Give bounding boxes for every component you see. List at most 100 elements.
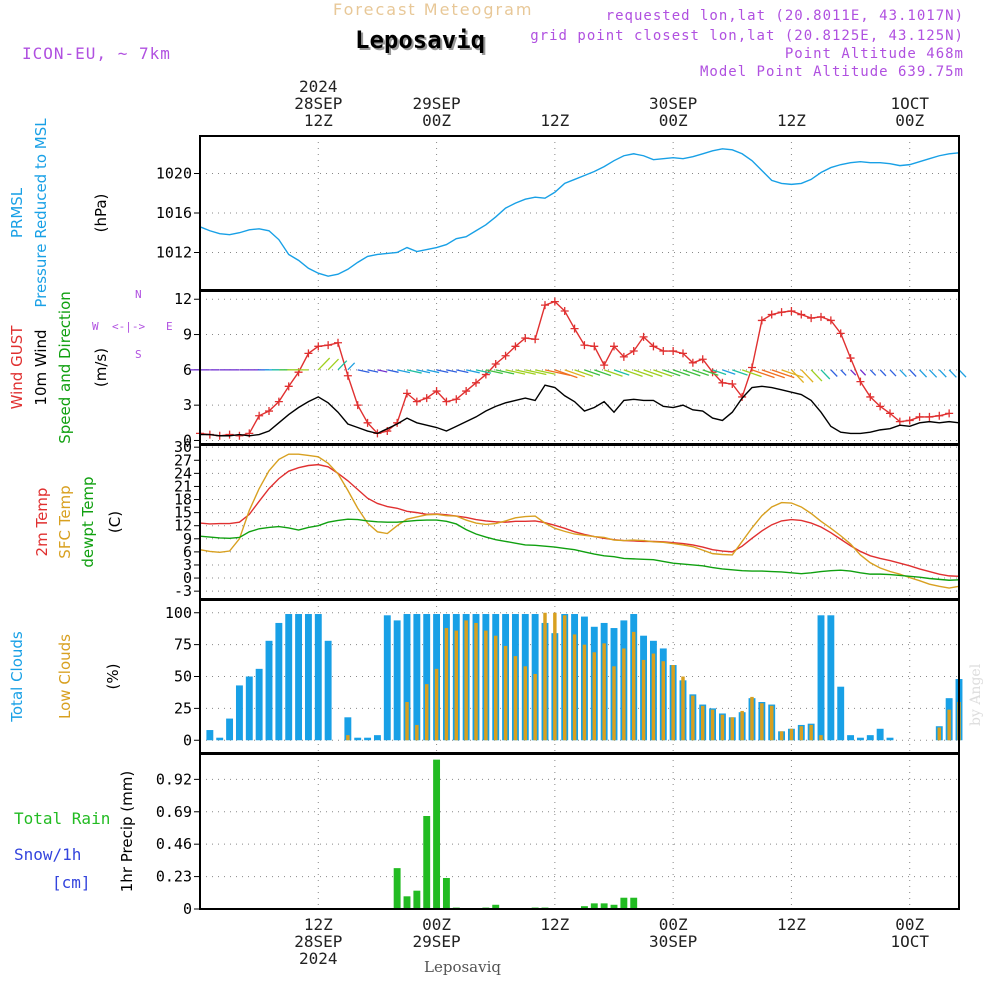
gust-marker xyxy=(846,354,855,363)
wind-arrow xyxy=(623,369,643,377)
y-tick-label: 0.46 xyxy=(156,835,192,853)
bottom-time-label: 00Z xyxy=(895,915,924,934)
gust-marker xyxy=(688,358,697,367)
gust-marker xyxy=(649,342,658,351)
low-cloud-bar xyxy=(937,727,942,741)
wind-arrow xyxy=(909,369,917,377)
wind-arrow xyxy=(761,369,785,379)
wind-arrows xyxy=(190,357,967,383)
wind-arrow xyxy=(820,369,831,380)
gust-marker xyxy=(491,359,500,368)
gust-marker xyxy=(610,342,618,351)
gust-marker xyxy=(886,409,894,418)
precip-bar xyxy=(620,897,628,909)
y-axis-label: PRMSL xyxy=(8,187,26,238)
y-axis-label: Total Clouds xyxy=(8,631,26,723)
gust-marker xyxy=(590,342,599,351)
top-time-label: 00Z xyxy=(659,111,688,130)
wind-arrow xyxy=(859,369,867,376)
top-time-label: 00Z xyxy=(895,111,924,130)
total-cloud-bar xyxy=(827,615,835,741)
gust-marker xyxy=(462,387,471,396)
precip-bar xyxy=(433,759,441,909)
wind-arrow xyxy=(869,369,877,376)
gust-marker xyxy=(570,324,579,333)
y-axis-label: 1hr Precip (mm) xyxy=(118,771,136,892)
gust-marker xyxy=(501,351,510,360)
gust-marker xyxy=(619,352,628,361)
gust-marker xyxy=(629,347,638,356)
top-time-label: 28SEP xyxy=(294,94,342,113)
wind-arrow xyxy=(347,362,356,371)
bottom-time-label: 28SEP xyxy=(294,932,342,951)
wind-arrow xyxy=(584,369,601,376)
product-title: Forecast Meteogram xyxy=(333,0,534,19)
wind-arrow xyxy=(633,369,653,378)
precip-bar xyxy=(630,897,638,909)
low-cloud-bar xyxy=(513,656,518,741)
panel-2: 0 3 6 9 12 Wind GUST 10m Wind Speed and Directi… xyxy=(8,288,967,449)
low-cloud-bar xyxy=(424,684,429,741)
series-line xyxy=(199,148,960,277)
gust-marker xyxy=(925,412,934,421)
total-cloud-bar xyxy=(285,614,293,741)
bottom-time-label: 12Z xyxy=(540,915,569,934)
low-cloud-bar xyxy=(661,661,666,741)
panel-frame xyxy=(199,290,960,445)
gust-marker xyxy=(945,409,954,418)
low-cloud-bar xyxy=(819,735,823,741)
bottom-time-label: 12Z xyxy=(777,915,806,934)
bottom-time-label: 00Z xyxy=(422,915,451,934)
gust-marker xyxy=(679,349,687,358)
wind-arrow xyxy=(850,369,857,376)
wind-arrow xyxy=(613,369,630,376)
gust-marker xyxy=(698,355,707,364)
wind-arrow xyxy=(406,369,422,374)
wind-arrow xyxy=(446,369,458,373)
y-tick-label: 0.92 xyxy=(156,770,192,788)
wind-arrow xyxy=(475,369,492,374)
y-axis-label: (m/s) xyxy=(92,348,110,387)
wind-arrow xyxy=(702,369,719,376)
panel-frame xyxy=(199,135,960,291)
low-cloud-bar xyxy=(444,628,449,741)
wind-arrow xyxy=(485,369,503,375)
wind-arrow xyxy=(387,369,399,373)
wind-arrow xyxy=(515,369,536,375)
low-cloud-bar xyxy=(612,666,616,741)
wind-arrow xyxy=(317,357,331,371)
wind-arrow xyxy=(938,369,947,378)
y-tick-label: 3 xyxy=(183,396,192,414)
y-tick-label: 18 xyxy=(174,491,192,509)
gust-marker xyxy=(531,335,540,344)
wind-arrow xyxy=(367,369,379,373)
total-cloud-bar xyxy=(866,735,874,741)
gust-marker xyxy=(511,342,520,351)
gust-marker xyxy=(560,307,569,316)
y-tick-label: 0 xyxy=(183,569,192,587)
low-cloud-bar xyxy=(700,705,705,741)
wind-arrow xyxy=(732,369,748,376)
total-cloud-bar xyxy=(245,676,253,741)
bottom-time-label: 1OCT xyxy=(890,932,929,951)
gust-marker xyxy=(363,418,372,427)
y-tick-label: -3 xyxy=(174,582,192,600)
low-cloud-bar xyxy=(641,659,646,741)
total-cloud-bar xyxy=(304,614,312,741)
low-cloud-bar xyxy=(454,630,459,741)
y-tick-label: 6 xyxy=(183,543,192,561)
y-tick-label: 1012 xyxy=(156,243,192,261)
bottom-time-label: 2024 xyxy=(299,949,338,968)
y-axis-label: (%) xyxy=(104,664,122,690)
low-cloud-bar xyxy=(572,634,577,741)
wind-arrow xyxy=(466,369,480,374)
y-axis-label: (hPa) xyxy=(92,194,110,233)
total-cloud-bar xyxy=(275,622,283,741)
precip-bar xyxy=(600,903,608,909)
wind-arrow xyxy=(722,369,736,375)
gust-marker xyxy=(669,347,678,356)
wind-arrow xyxy=(327,358,340,371)
low-cloud-bar xyxy=(779,731,784,741)
gust-marker xyxy=(284,382,293,391)
requested-coords: requested lon,lat (20.8011E, 43.1017N) xyxy=(605,8,964,24)
